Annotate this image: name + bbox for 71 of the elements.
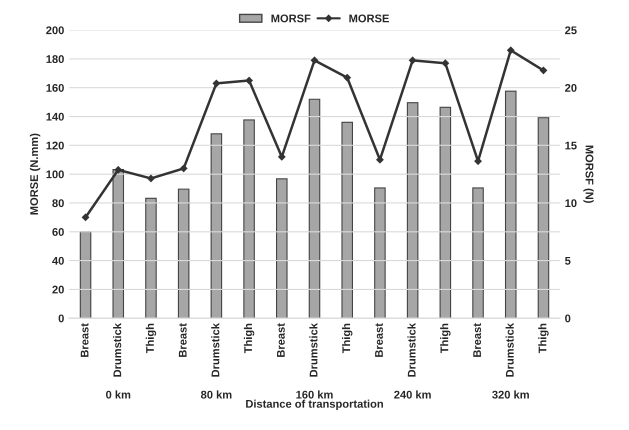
- bar: [210, 133, 222, 318]
- bar: [374, 187, 386, 318]
- y-tick-label: 120: [46, 142, 64, 150]
- bar: [406, 102, 418, 318]
- x-tick-label: Drumstick: [309, 323, 318, 377]
- y-tick-label: 80: [52, 199, 64, 208]
- bar: [243, 119, 255, 318]
- y2-axis-title: MORSF (N): [583, 146, 594, 203]
- y-tick-label: 160: [46, 84, 64, 92]
- y-tick-label: 180: [46, 55, 64, 64]
- y-tick-label: 20: [52, 286, 64, 294]
- text: 0 km: [106, 390, 130, 399]
- x-tick-label: Breast: [80, 323, 89, 357]
- y-tick-label: 200: [46, 26, 64, 34]
- point: [507, 46, 514, 54]
- y2-tick-label: 5: [565, 256, 571, 265]
- y-tick-label: 0: [58, 314, 64, 322]
- point: [245, 76, 253, 84]
- text: 240 km: [394, 390, 431, 399]
- bar: [504, 90, 517, 318]
- x-tick-label: Breast: [277, 323, 285, 357]
- point: [344, 74, 351, 82]
- x-tick-label: Drumstick: [211, 323, 220, 377]
- point: [278, 153, 286, 161]
- x-axis-title: Distance of transportation: [246, 400, 383, 410]
- text: 80 km: [200, 390, 232, 399]
- y2-tick-label: 15: [565, 142, 577, 150]
- bar: [308, 98, 320, 318]
- bar: [112, 168, 124, 318]
- point: [212, 80, 220, 88]
- point: [147, 174, 155, 182]
- point: [408, 56, 416, 64]
- legend-label: MORSF: [271, 14, 310, 22]
- y-tick-label: 40: [52, 256, 64, 265]
- y2-tick-label: 25: [565, 26, 577, 34]
- y-tick-label: 140: [46, 112, 64, 121]
- legend-label: MORSE: [349, 14, 389, 22]
- y2-tick-label: 0: [565, 314, 570, 322]
- x-tick-label: Drumstick: [407, 323, 416, 377]
- point: [180, 164, 188, 172]
- point: [376, 156, 384, 164]
- y2-tick-label: 20: [565, 84, 577, 92]
- text: 160 km: [296, 390, 333, 399]
- y-tick-label: 100: [46, 170, 64, 178]
- bar: [178, 188, 190, 318]
- x-tick-label: Thigh: [538, 324, 549, 354]
- bar: [80, 231, 92, 318]
- point: [310, 56, 318, 64]
- text: 320 km: [492, 390, 529, 399]
- bar: [341, 122, 353, 318]
- x-tick-label: Breast: [473, 323, 482, 357]
- x-tick-label: Breast: [178, 323, 187, 357]
- x-tick-label: Thigh: [440, 324, 451, 354]
- bar: [538, 117, 550, 318]
- bar: [472, 187, 484, 318]
- point: [442, 60, 449, 67]
- x-tick-label: Breast: [375, 323, 383, 357]
- y-tick-label: 60: [52, 228, 64, 236]
- point: [540, 66, 548, 74]
- y-axis-title: MORSE (N.mm): [30, 134, 40, 214]
- point: [82, 214, 90, 222]
- x-tick-label: Thigh: [244, 324, 254, 354]
- x-tick-label: Thigh: [146, 324, 156, 354]
- x-tick-label: Thigh: [342, 324, 352, 354]
- bar: [276, 178, 288, 318]
- x-tick-label: Drumstick: [506, 323, 514, 377]
- bar: [145, 198, 157, 318]
- x-tick-label: Drumstick: [113, 323, 122, 377]
- y2-tick-label: 10: [565, 199, 577, 208]
- point: [114, 166, 122, 174]
- bar: [440, 106, 452, 318]
